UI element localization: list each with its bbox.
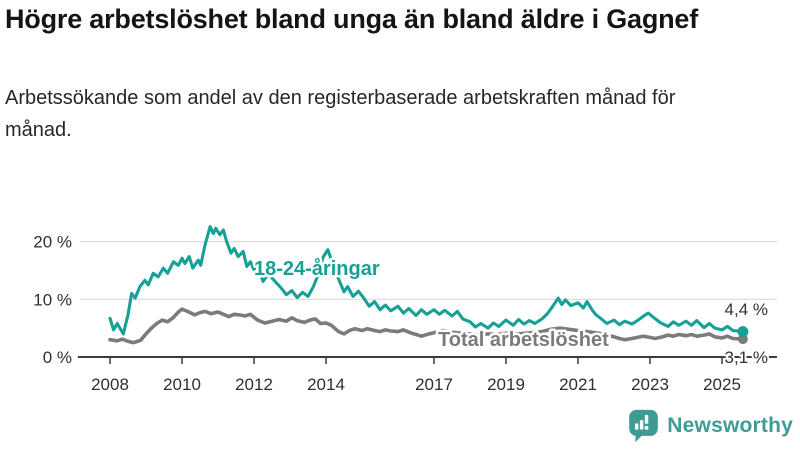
x-tick-label: 2021: [559, 375, 597, 394]
y-tick-label: 0 %: [43, 348, 72, 367]
x-tick-label: 2023: [631, 375, 669, 394]
headline: Högre arbetslöshet bland unga än bland ä…: [5, 4, 699, 34]
youth-series-label: 18-24-åringar: [254, 257, 380, 280]
subtitle: Arbetssökande som andel av den registerb…: [5, 87, 676, 141]
x-tick-label: 2008: [91, 375, 129, 394]
youth-series-line: [108, 225, 745, 336]
x-tick-label: 2017: [415, 375, 453, 394]
brand-name: Newsworthy: [667, 414, 793, 437]
x-tick-label: 2019: [487, 375, 525, 394]
youth-end-dot: [737, 326, 749, 338]
x-tick-label: 2012: [235, 375, 273, 394]
youth-end-value-label: 4,4 %: [725, 300, 768, 319]
header: Högre arbetslöshet bland unga än bland ä…: [5, 3, 785, 146]
x-tick-label: 2025: [703, 375, 741, 394]
total-series-label: Total arbetslöshet: [438, 329, 609, 351]
newsworthy-logo-icon: [628, 409, 659, 443]
total-end-value-label: 3,1 %: [725, 348, 768, 367]
total-end-dot: [737, 334, 748, 345]
y-tick-label: 10 %: [33, 290, 72, 309]
y-tick-label: 20 %: [33, 233, 72, 252]
total-series-line: [108, 307, 745, 345]
brand-footer: Newsworthy: [628, 409, 793, 443]
x-tick-label: 2010: [163, 375, 201, 394]
x-tick-label: 2014: [307, 375, 345, 394]
